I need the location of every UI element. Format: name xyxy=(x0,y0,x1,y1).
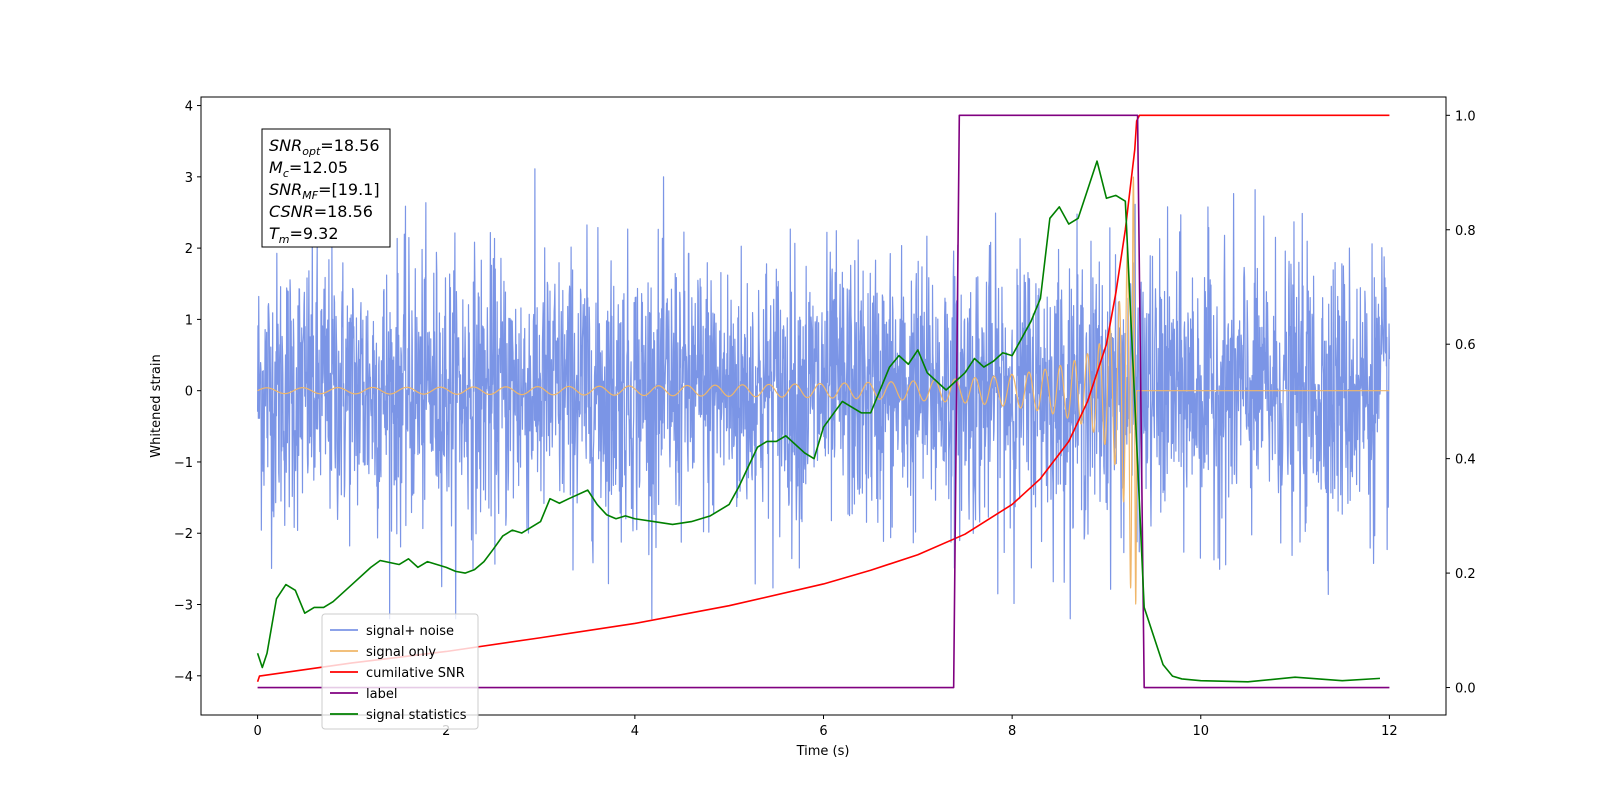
y-left-tick-label: −3 xyxy=(174,599,193,614)
y-left-tick-label: 3 xyxy=(185,171,193,186)
x-axis: 0 2 4 6 8 10 12 xyxy=(253,715,1398,739)
series-line-signal-noise xyxy=(256,168,1391,620)
x-tick-label: 12 xyxy=(1381,724,1398,739)
annotation-line: Tm=9.32 xyxy=(269,224,339,246)
y-axis-right: 0.0 0.2 0.4 0.6 0.8 1.0 xyxy=(1446,109,1476,697)
y-axis-left: −4 −3 −2 −1 0 1 2 3 4 xyxy=(174,100,201,685)
x-tick-label: 10 xyxy=(1192,724,1209,739)
annotation-line: CSNR=18.56 xyxy=(269,202,373,221)
series-line-cumilative-snr xyxy=(256,114,1390,683)
annotation-line: SNRopt=18.56 xyxy=(269,136,380,158)
legend-label-signal-statistics: signal statistics xyxy=(366,708,467,723)
y-left-tick-label: −4 xyxy=(174,670,193,685)
series-line-signal-statistics xyxy=(256,160,1381,683)
y-right-tick-label: 0.4 xyxy=(1455,453,1476,468)
legend-label-signal-noise: signal+ noise xyxy=(366,624,454,639)
series-layer xyxy=(256,114,1391,689)
y-right-tick-label: 1.0 xyxy=(1455,109,1476,124)
y-left-tick-label: −1 xyxy=(174,456,193,471)
y-left-tick-label: 1 xyxy=(185,313,193,328)
series-line-signal-only xyxy=(257,176,1390,605)
legend: signal+ noise signal only cumilative SNR la… xyxy=(321,613,479,730)
y-right-tick-label: 0.6 xyxy=(1455,338,1476,353)
y-left-tick-label: 2 xyxy=(185,242,193,257)
legend-label-label: label xyxy=(366,687,397,702)
y-right-tick-label: 0.0 xyxy=(1455,682,1476,697)
x-tick-label: 0 xyxy=(253,724,261,739)
x-tick-label: 8 xyxy=(1008,724,1016,739)
x-axis-label: Time (s) xyxy=(796,744,850,759)
annotation-line: Mc=12.05 xyxy=(269,158,348,180)
x-tick-label: 2 xyxy=(442,724,450,739)
y-left-tick-label: −2 xyxy=(174,527,193,542)
legend-frame xyxy=(321,613,479,730)
y-left-tick-label: 0 xyxy=(185,385,193,400)
y-right-tick-label: 0.2 xyxy=(1455,567,1476,582)
annotation-box-frame xyxy=(261,128,391,248)
y-axis-label: Whitened strain xyxy=(149,354,164,457)
legend-label-cumilative-snr: cumilative SNR xyxy=(366,666,465,681)
y-right-tick-label: 0.8 xyxy=(1455,224,1476,239)
series-line-label xyxy=(257,114,1390,689)
y-left-tick-label: 4 xyxy=(185,100,193,115)
x-tick-label: 6 xyxy=(819,724,827,739)
stats-annotation-box: SNRopt=18.56Mc=12.05SNRMF=[19.1]CSNR=18.… xyxy=(261,128,391,248)
legend-label-signal-only: signal only xyxy=(366,645,436,660)
x-tick-label: 4 xyxy=(631,724,639,739)
annotation-line: SNRMF=[19.1] xyxy=(269,180,380,202)
